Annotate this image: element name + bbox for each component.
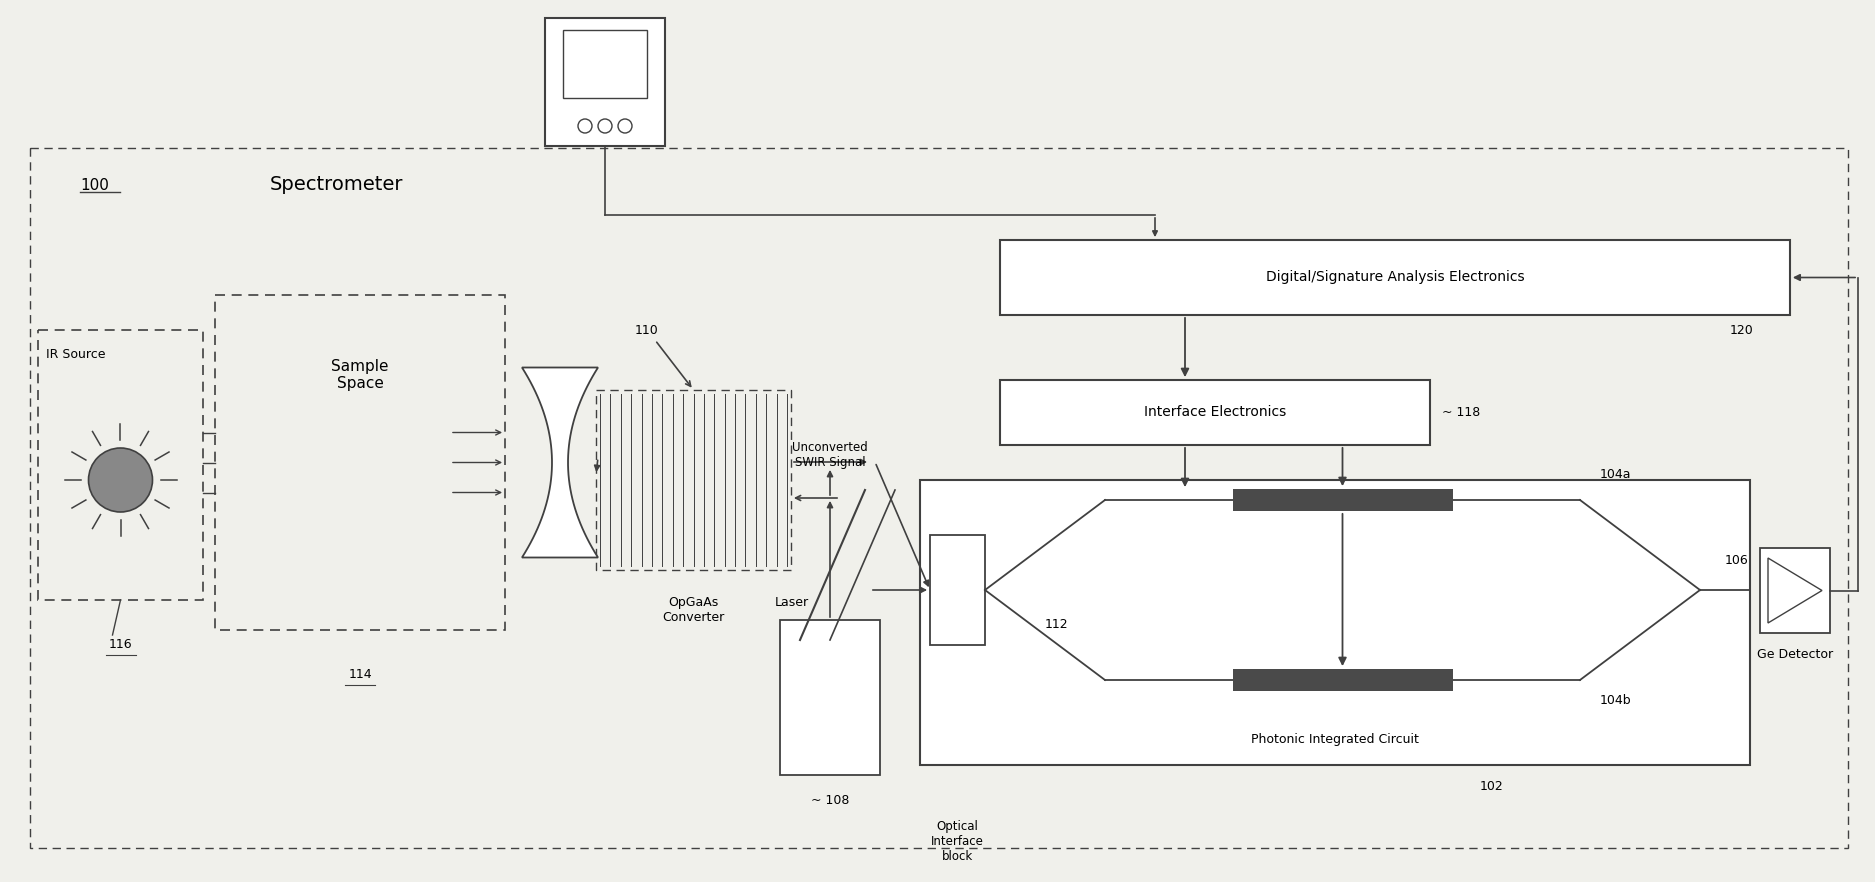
Text: 120: 120 [1731, 324, 1753, 337]
Polygon shape [521, 368, 598, 557]
Bar [1232, 669, 1453, 691]
Circle shape [598, 119, 611, 133]
Text: 100: 100 [81, 177, 109, 192]
Text: 110: 110 [636, 324, 658, 337]
Text: 104b: 104b [1599, 693, 1631, 706]
Text: ~ 118: ~ 118 [1442, 406, 1479, 419]
Bar [780, 620, 879, 775]
Text: 116: 116 [109, 639, 133, 652]
Circle shape [578, 119, 592, 133]
Bar [546, 18, 666, 146]
Bar [38, 330, 202, 600]
Bar [30, 148, 1849, 848]
Text: IR Source: IR Source [47, 348, 105, 361]
Text: Digital/Signature Analysis Electronics: Digital/Signature Analysis Electronics [1266, 271, 1524, 285]
Text: 114: 114 [349, 669, 371, 682]
Circle shape [88, 448, 152, 512]
Text: Photonic Integrated Circuit: Photonic Integrated Circuit [1251, 734, 1419, 746]
Text: Sample
Space: Sample Space [332, 359, 388, 392]
Polygon shape [1768, 558, 1822, 623]
Bar [596, 390, 791, 570]
Text: 106: 106 [1725, 554, 1749, 566]
Text: 102: 102 [1479, 781, 1504, 794]
Bar [930, 535, 984, 645]
Bar [921, 480, 1749, 765]
Bar [999, 380, 1431, 445]
Circle shape [619, 119, 632, 133]
Bar [216, 295, 504, 630]
Text: Laser: Laser [774, 595, 810, 609]
Bar [1761, 548, 1830, 633]
Text: Optical
Interface
block: Optical Interface block [932, 820, 984, 863]
Text: OpGaAs
Converter: OpGaAs Converter [662, 596, 724, 624]
Text: Spectrometer: Spectrometer [270, 176, 403, 195]
Text: ~ 108: ~ 108 [810, 794, 849, 806]
Text: Ge Detector: Ge Detector [1757, 648, 1834, 662]
Bar [562, 30, 647, 98]
Text: 112: 112 [1044, 618, 1069, 632]
Bar [999, 240, 1791, 315]
Text: Interface Electronics: Interface Electronics [1144, 406, 1286, 420]
Text: 104a: 104a [1599, 468, 1631, 482]
Text: Unconverted
SWIR Signal: Unconverted SWIR Signal [791, 441, 868, 469]
Bar [1232, 489, 1453, 511]
